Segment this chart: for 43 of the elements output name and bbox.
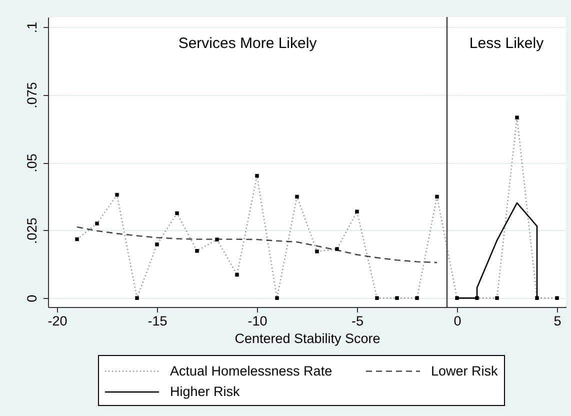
x-tick-label: -20 (48, 314, 68, 328)
y-tick-label: .075 (24, 82, 40, 108)
annotation: Less Likely (469, 35, 544, 52)
point (515, 116, 519, 120)
x-tick-label: -5 (351, 314, 364, 328)
point (555, 296, 559, 300)
point (395, 296, 399, 300)
line-series (76, 226, 438, 264)
annotation: Services More Likely (178, 35, 318, 52)
y-tick-label: .025 (24, 218, 40, 244)
x-tick-label: -10 (248, 314, 268, 328)
point (115, 192, 119, 197)
point (275, 296, 279, 300)
point (315, 250, 319, 254)
x-tick-label: -15 (148, 314, 168, 328)
y-tick-label: 0 (24, 294, 40, 302)
point (195, 249, 199, 253)
point (475, 296, 479, 300)
legend-label: Actual Homelessness Rate (170, 363, 332, 378)
x-tick-label: 5 (554, 314, 562, 328)
point (155, 242, 159, 246)
point (175, 211, 179, 216)
point (135, 296, 139, 300)
point (495, 296, 499, 300)
point (415, 296, 419, 300)
point (215, 238, 219, 242)
y-tick-label: .1 (24, 22, 40, 34)
legend-label: Higher Risk (170, 384, 240, 399)
x-axis-title: Centered Stability Score (234, 331, 380, 346)
point (295, 194, 299, 199)
point (535, 296, 539, 300)
point (255, 174, 259, 178)
legend-label: Lower Risk (431, 363, 498, 378)
point (435, 194, 439, 199)
point (75, 237, 79, 242)
point (375, 296, 379, 300)
point (95, 222, 99, 226)
x-tick-label: 0 (454, 314, 462, 328)
point (355, 210, 359, 214)
y-tick-label: .05 (24, 154, 40, 172)
point (455, 296, 459, 300)
point (235, 272, 239, 277)
point (335, 247, 339, 251)
